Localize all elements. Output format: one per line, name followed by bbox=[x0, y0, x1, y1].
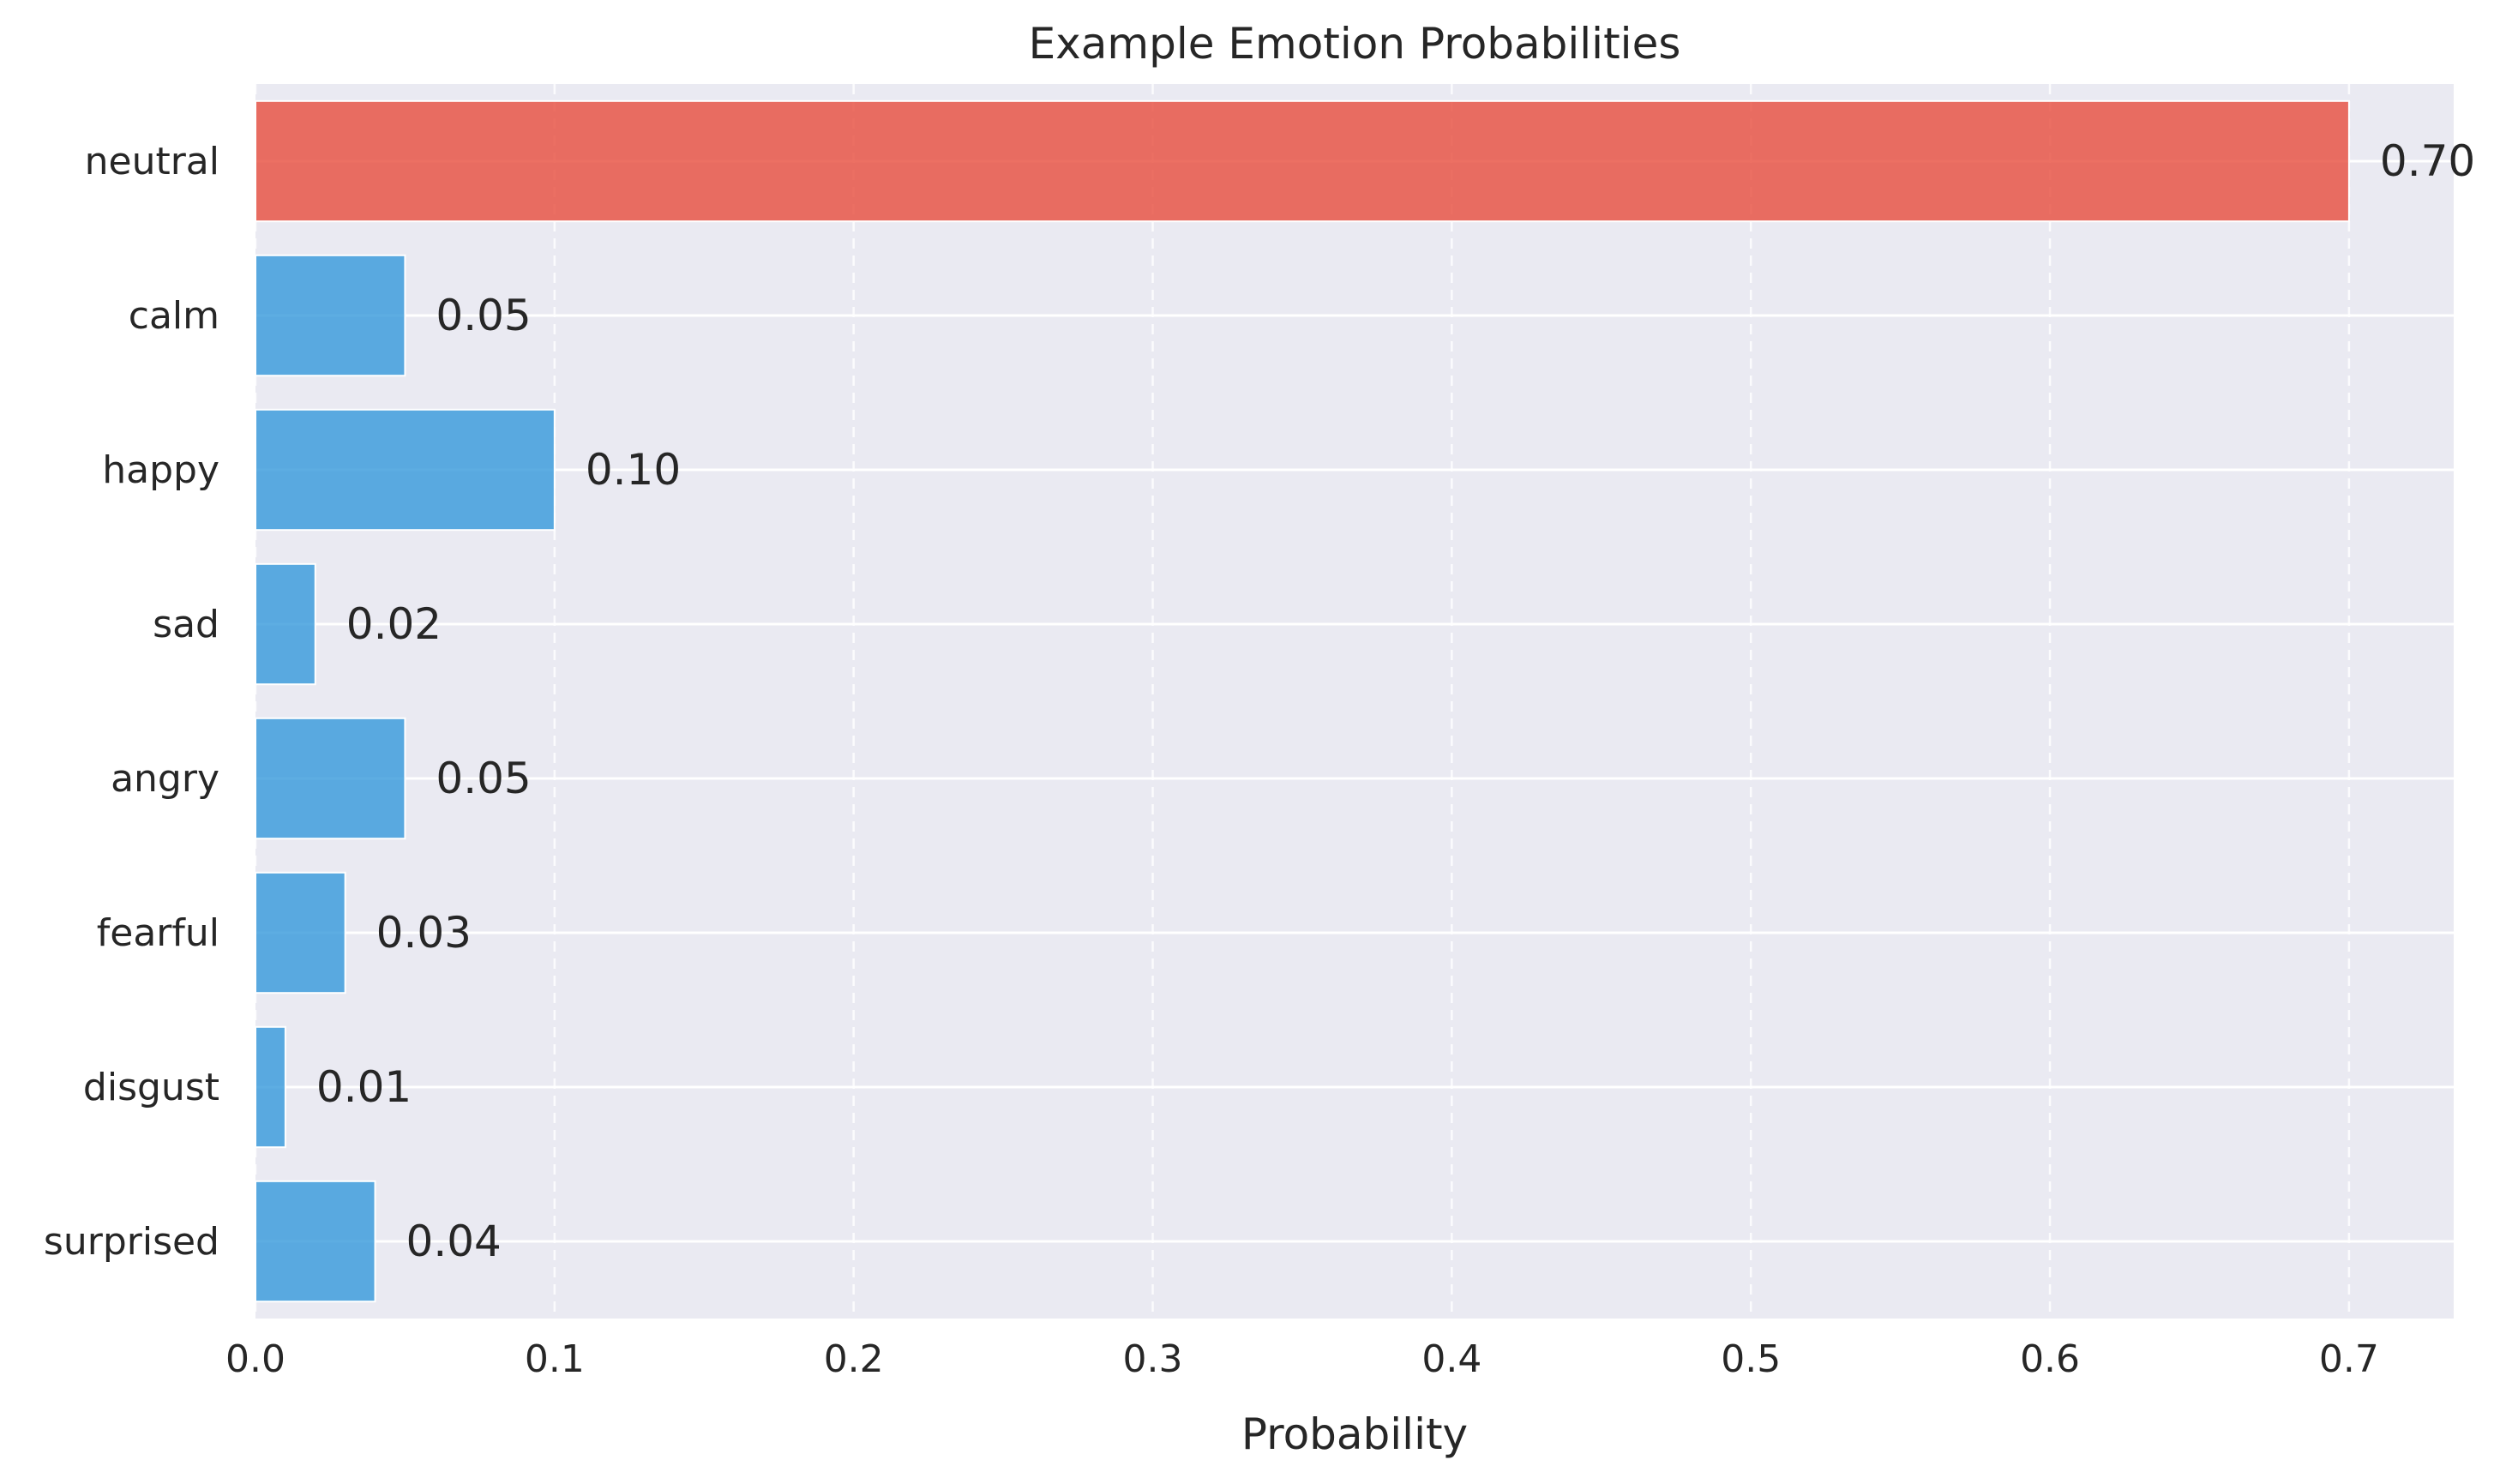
category-label: angry bbox=[111, 757, 219, 801]
bar-fearful bbox=[255, 871, 346, 994]
x-axis-ticks: 0.0 0.1 0.2 0.3 0.4 0.5 0.6 0.7 bbox=[225, 1337, 2379, 1381]
category-label: surprised bbox=[44, 1220, 219, 1264]
x-tick-label: 0.1 bbox=[525, 1337, 585, 1381]
y-axis-categories: neutral calm happy sad angry fearful disgust su… bbox=[44, 140, 219, 1264]
category-label: calm bbox=[129, 294, 219, 338]
bar-surprised bbox=[255, 1180, 376, 1303]
data-labels: 0.70 0.05 0.10 0.02 0.05 0.03 0.01 0.04 bbox=[316, 136, 2475, 1266]
x-tick-label: 0.2 bbox=[824, 1337, 884, 1381]
category-label: fearful bbox=[97, 911, 219, 955]
data-label: 0.05 bbox=[436, 754, 531, 803]
x-axis-label: Probability bbox=[1241, 1409, 1468, 1459]
data-label: 0.02 bbox=[346, 599, 442, 649]
data-label: 0.05 bbox=[436, 291, 531, 340]
x-tick-label: 0.3 bbox=[1123, 1337, 1183, 1381]
data-label: 0.70 bbox=[2380, 136, 2475, 186]
bar-angry bbox=[255, 717, 406, 840]
x-tick-label: 0.0 bbox=[225, 1337, 285, 1381]
grid bbox=[254, 84, 2454, 1319]
bar-neutral bbox=[255, 99, 2350, 223]
category-label: sad bbox=[153, 603, 219, 646]
x-tick-label: 0.5 bbox=[1721, 1337, 1781, 1381]
bar-sad bbox=[255, 562, 316, 686]
data-label: 0.10 bbox=[586, 445, 681, 495]
bar-happy bbox=[255, 408, 556, 532]
data-label: 0.01 bbox=[316, 1062, 412, 1112]
plot-background bbox=[255, 84, 2454, 1319]
category-label: neutral bbox=[85, 140, 219, 183]
chart-title: Example Emotion Probabilities bbox=[1029, 19, 1681, 69]
bars bbox=[255, 99, 2350, 1303]
data-label: 0.03 bbox=[376, 908, 472, 958]
data-label: 0.04 bbox=[406, 1217, 502, 1266]
x-tick-label: 0.6 bbox=[2020, 1337, 2080, 1381]
bar-calm bbox=[255, 254, 406, 377]
x-tick-label: 0.7 bbox=[2319, 1337, 2379, 1381]
category-label: disgust bbox=[83, 1066, 219, 1109]
bar-disgust bbox=[255, 1025, 286, 1149]
x-tick-label: 0.4 bbox=[1421, 1337, 1481, 1381]
category-label: happy bbox=[102, 448, 219, 492]
